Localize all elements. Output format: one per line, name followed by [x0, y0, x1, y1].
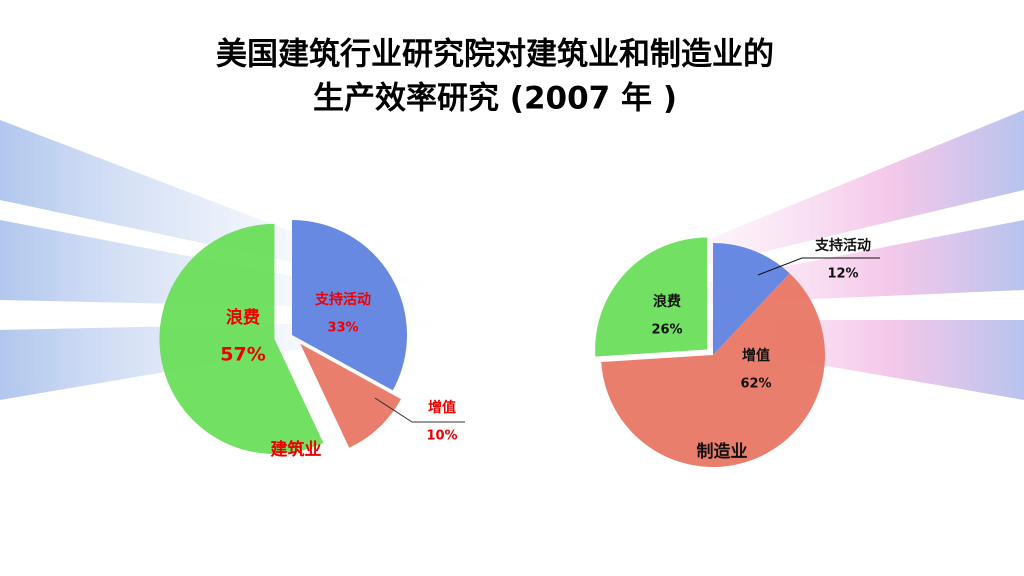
pie-slice — [713, 243, 790, 355]
value-label: 12% — [827, 267, 858, 282]
pie-slice — [159, 223, 324, 454]
chart-title: 建筑业 — [271, 439, 322, 460]
slice-label: 增值 — [742, 347, 770, 364]
leader-line — [757, 257, 880, 276]
pie-slice — [595, 237, 708, 357]
value-label: 57% — [220, 344, 265, 366]
pie-slice — [292, 220, 407, 391]
value-label: 26% — [651, 323, 682, 338]
slice-label: 增值 — [428, 399, 456, 416]
slice-label: 支持活动 — [814, 237, 871, 254]
slice-label: 支持活动 — [314, 291, 371, 308]
slide-title: 生产效率研究 (2007 年 ) — [313, 81, 677, 117]
slice-label: 浪费 — [653, 293, 681, 310]
slide-title: 美国建筑行业研究院对建筑业和制造业的 — [216, 37, 774, 73]
slice-label: 浪费 — [226, 307, 260, 328]
leader-line — [374, 397, 465, 423]
background — [0, 110, 1024, 400]
value-label: 33% — [327, 321, 358, 336]
pie-slice — [300, 343, 401, 448]
chart-title: 制造业 — [697, 441, 748, 462]
pie-slice — [601, 273, 825, 467]
value-label: 62% — [740, 377, 771, 392]
value-label: 10% — [426, 429, 457, 444]
